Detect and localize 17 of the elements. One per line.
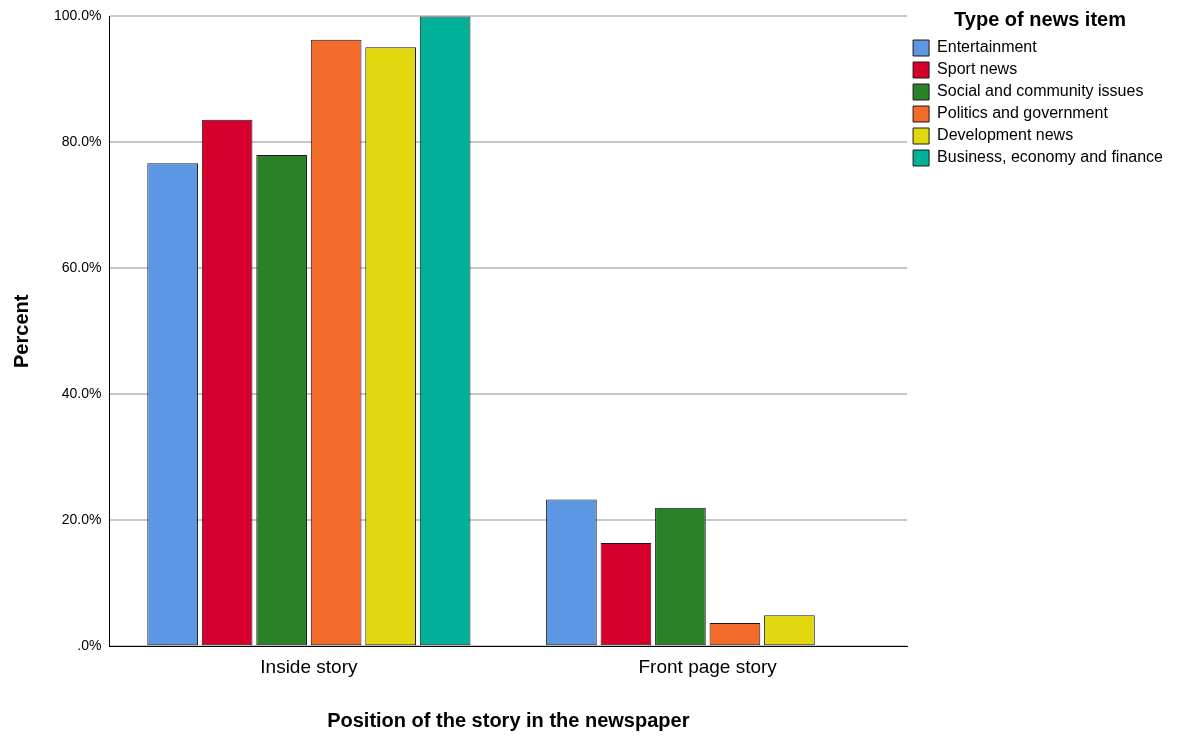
x-tick-label: Front page story — [638, 655, 778, 677]
legend-title: Type of news item — [954, 7, 1126, 30]
x-tick-label: Inside story — [260, 655, 358, 677]
legend-label: Entertainment — [937, 38, 1038, 56]
legend-label: Development news — [937, 126, 1074, 144]
y-tick-label: 80.0% — [61, 133, 102, 150]
legend-label: Politics and government — [937, 104, 1109, 122]
legend-label: Social and community issues — [937, 82, 1144, 100]
y-tick-label: 40.0% — [61, 385, 102, 402]
y-tick-label: 60.0% — [61, 259, 102, 276]
legend-label: Sport news — [937, 60, 1018, 78]
y-tick-label: 20.0% — [61, 511, 102, 528]
y-tick-label: 100.0% — [54, 7, 102, 24]
legend-label: Business, economy and finance — [937, 148, 1164, 166]
x-axis-title: Position of the story in the newspaper — [327, 708, 690, 731]
y-axis-title: Percent — [9, 294, 32, 368]
y-tick-label: .0% — [77, 637, 102, 654]
